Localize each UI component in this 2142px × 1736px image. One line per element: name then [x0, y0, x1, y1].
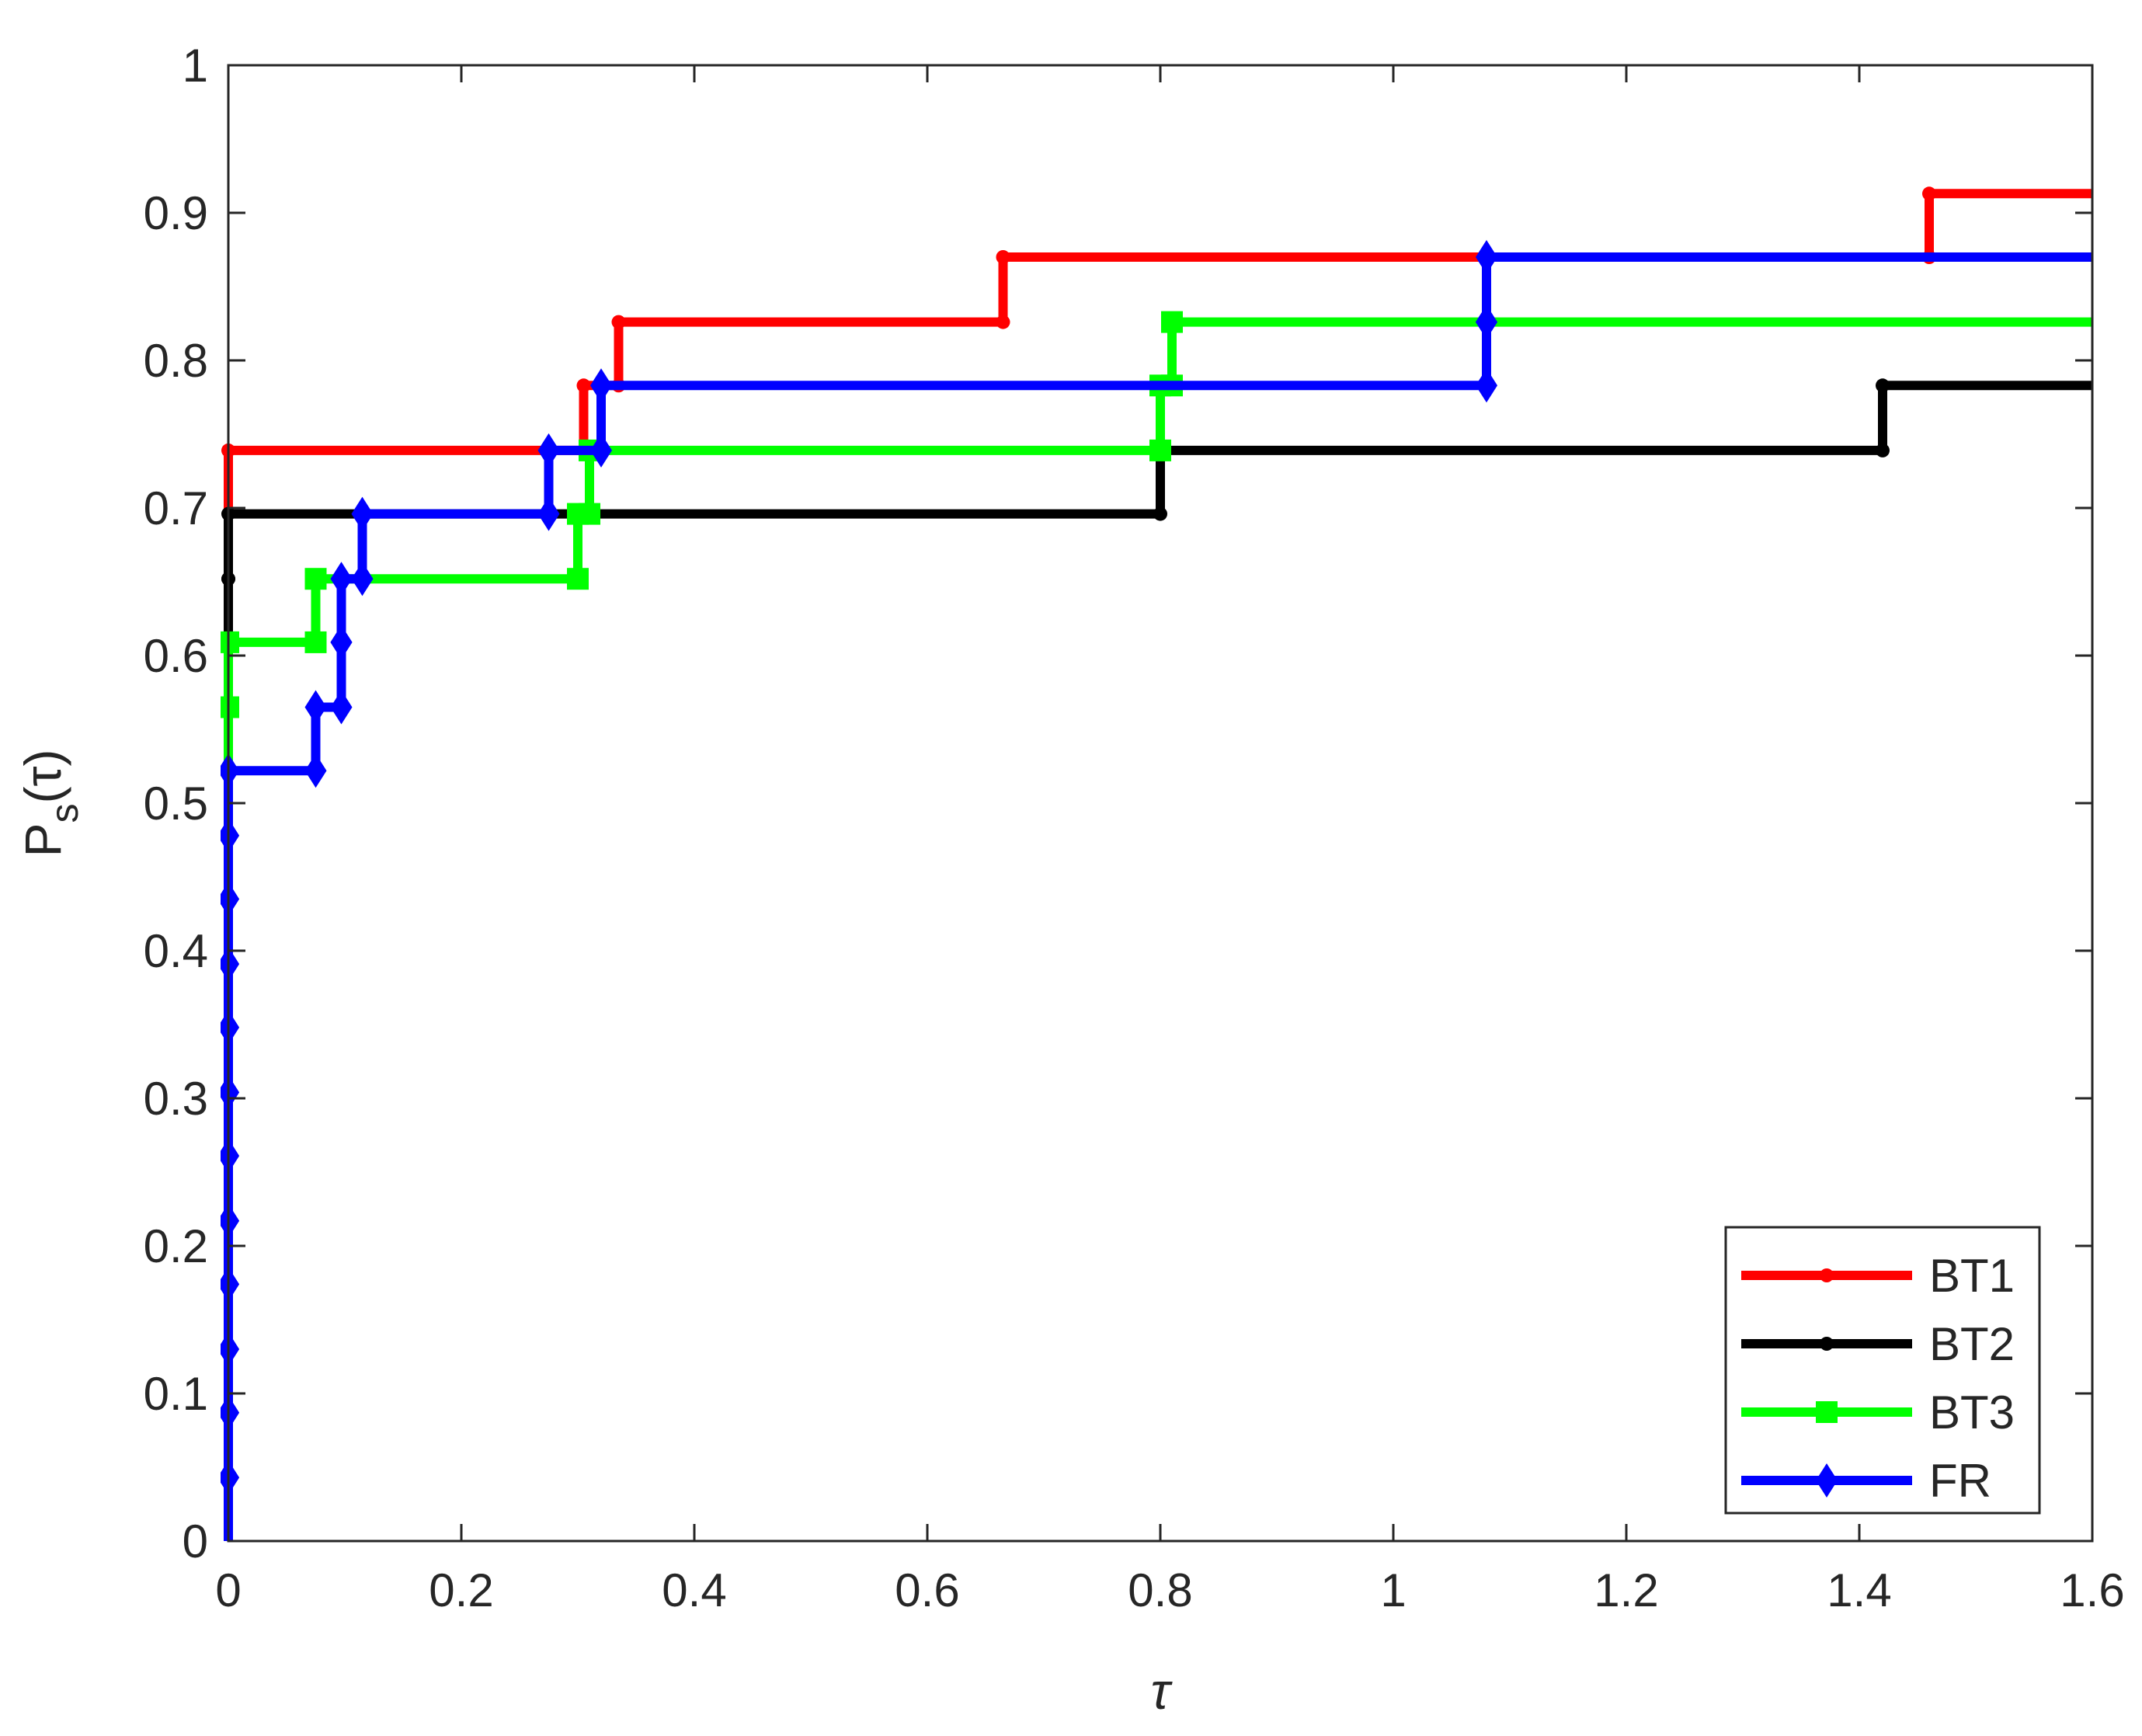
series-bt1	[221, 186, 2092, 1541]
legend-marker-fr	[1816, 1463, 1838, 1498]
y-tick-label: 0.6	[144, 630, 208, 682]
legend-entry-bt3: BT3	[1741, 1386, 2015, 1439]
data-point-fr	[537, 496, 560, 531]
legend-label-bt3: BT3	[1929, 1386, 2015, 1439]
y-tick-label: 0.8	[144, 335, 208, 387]
data-point-fr	[1476, 304, 1497, 339]
data-point-fr	[221, 753, 239, 788]
data-point-bt2	[1876, 443, 1890, 457]
data-point-bt2	[1876, 378, 1890, 393]
data-point-fr	[330, 690, 353, 725]
data-point-fr	[221, 818, 239, 853]
data-point-fr	[590, 433, 612, 468]
y-tick-label: 0.3	[144, 1073, 208, 1125]
svg-text:Ps(τ): Ps(τ)	[14, 749, 86, 857]
legend-marker-bt3	[1816, 1401, 1838, 1423]
data-point-fr	[221, 1010, 239, 1045]
x-tick-label: 1	[1380, 1564, 1406, 1616]
data-point-bt1	[996, 250, 1010, 264]
data-point-fr	[304, 690, 327, 725]
data-point-bt1	[996, 315, 1010, 329]
y-tick-label: 0.5	[144, 778, 208, 830]
data-point-fr	[1476, 368, 1497, 403]
y-axis-label-main: P	[14, 823, 71, 858]
data-point-fr	[351, 562, 374, 597]
y-axis-label-subscript: s	[43, 804, 86, 823]
y-tick-label: 0	[183, 1515, 208, 1567]
data-point-fr	[221, 1139, 239, 1174]
x-tick-label: 0	[215, 1564, 241, 1616]
x-tick-label: 1.2	[1594, 1564, 1658, 1616]
data-point-bt1	[576, 378, 591, 393]
x-tick-label: 0.8	[1128, 1564, 1192, 1616]
data-point-fr	[1476, 240, 1497, 274]
legend-entry-fr: FR	[1741, 1455, 1991, 1507]
data-point-bt3	[221, 631, 239, 653]
data-point-bt1	[1922, 186, 1936, 201]
data-point-bt1	[611, 315, 626, 329]
x-tick-label: 0.6	[895, 1564, 959, 1616]
y-tick-label: 0.1	[144, 1368, 208, 1420]
x-tick-label: 1.4	[1827, 1564, 1891, 1616]
y-tick-label: 1	[183, 40, 208, 92]
data-point-fr	[330, 624, 353, 659]
legend-label-bt2: BT2	[1929, 1318, 2015, 1370]
y-tick-label: 0.4	[144, 925, 208, 977]
tick-layer: 0 0.2 0.4 0.6 0.8 1 1.2 1.4 1.6 0 0.1 0.2 0.3 0.4 0.5 0…	[144, 40, 2125, 1616]
data-point-fr	[330, 562, 353, 597]
data-point-bt3	[304, 568, 327, 590]
data-point-fr	[590, 368, 612, 403]
data-point-bt2	[1153, 506, 1167, 521]
x-tick-label: 0.4	[662, 1564, 726, 1616]
legend-marker-bt1	[1820, 1268, 1834, 1282]
x-tick-label: 1.6	[2060, 1564, 2124, 1616]
data-point-fr	[221, 1203, 239, 1238]
data-point-fr	[304, 753, 327, 788]
data-point-fr	[537, 433, 560, 468]
data-point-bt3	[567, 568, 589, 590]
y-tick-label: 0.9	[144, 187, 208, 239]
data-point-fr	[221, 1267, 239, 1302]
y-axis-label: Ps(τ)	[14, 749, 86, 857]
data-point-bt3	[304, 631, 327, 653]
data-point-fr	[351, 496, 374, 531]
y-tick-label: 0.7	[144, 482, 208, 534]
legend-marker-bt2	[1820, 1337, 1834, 1351]
legend: BT1 BT2 BT3 FR	[1724, 1226, 2041, 1515]
legend-entry-bt2: BT2	[1741, 1318, 2015, 1370]
data-point-fr	[221, 882, 239, 917]
data-point-bt3	[579, 503, 600, 525]
data-point-fr	[221, 1460, 239, 1495]
legend-label-bt1: BT1	[1929, 1250, 2015, 1302]
data-point-fr	[221, 947, 239, 982]
y-tick-label: 0.2	[144, 1220, 208, 1272]
y-axis-label-argument: (τ)	[14, 749, 71, 803]
legend-entry-bt1: BT1	[1741, 1250, 2015, 1302]
x-tick-label: 0.2	[429, 1564, 493, 1616]
series-layer	[221, 186, 2092, 1541]
data-point-bt3	[1149, 439, 1171, 461]
data-point-fr	[221, 1332, 239, 1366]
data-point-fr	[221, 1075, 239, 1110]
x-axis-label: τ	[1151, 1662, 1174, 1720]
data-point-bt3	[1161, 311, 1183, 333]
legend-label-fr: FR	[1929, 1455, 1991, 1507]
data-point-fr	[221, 1395, 239, 1430]
data-point-bt3	[221, 696, 239, 718]
